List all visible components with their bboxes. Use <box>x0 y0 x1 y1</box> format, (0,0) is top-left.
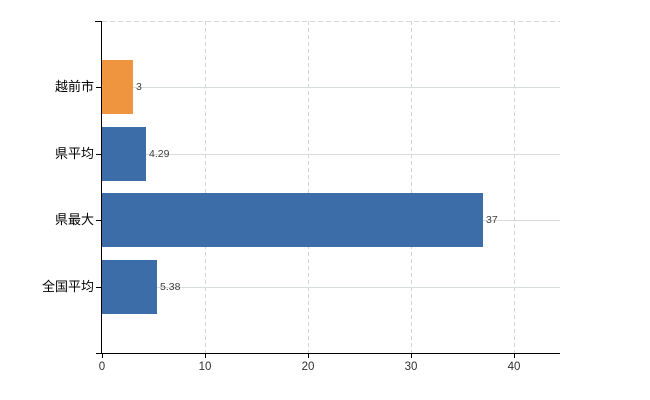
vertical-gridline <box>307 21 309 353</box>
bar <box>102 193 483 247</box>
x-axis-line <box>96 353 560 354</box>
y-axis-line <box>101 21 102 353</box>
x-axis-tick <box>514 353 515 358</box>
category-label: 越前市 <box>54 79 94 94</box>
category-label: 全国平均 <box>41 279 94 294</box>
bar-value-label: 37 <box>486 214 498 226</box>
bar-value-label: 3 <box>136 81 142 93</box>
x-tick-label: 30 <box>404 361 418 373</box>
horizontal-gridline <box>102 87 560 88</box>
vertical-gridline <box>410 21 412 353</box>
bar <box>102 127 146 181</box>
horizontal-gridline <box>102 154 560 155</box>
bar-value-label: 4.29 <box>149 148 170 160</box>
bar <box>102 260 157 314</box>
x-axis-tick <box>205 353 206 358</box>
x-tick-label: 40 <box>507 361 521 373</box>
vertical-gridline <box>513 21 515 353</box>
plot-top-border <box>102 21 560 22</box>
category-label: 県最大 <box>54 212 94 227</box>
y-axis-top-tick <box>95 21 102 22</box>
x-axis-tick <box>102 353 103 358</box>
x-axis-tick <box>411 353 412 358</box>
horizontal-gridline <box>102 287 560 288</box>
bar <box>102 60 133 114</box>
category-tick <box>96 87 102 88</box>
category-label: 県平均 <box>54 146 94 161</box>
bar-value-label: 5.38 <box>160 281 181 293</box>
x-tick-label: 0 <box>98 361 106 373</box>
category-tick <box>96 220 102 221</box>
vertical-gridline <box>204 21 206 353</box>
x-axis-tick <box>308 353 309 358</box>
category-tick <box>96 154 102 155</box>
x-tick-label: 10 <box>198 361 212 373</box>
category-tick <box>96 287 102 288</box>
x-tick-label: 20 <box>301 361 315 373</box>
